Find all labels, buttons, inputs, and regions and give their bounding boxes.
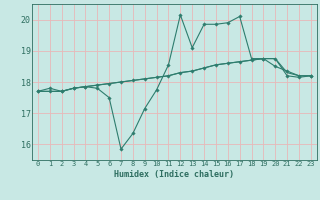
- X-axis label: Humidex (Indice chaleur): Humidex (Indice chaleur): [115, 170, 234, 179]
